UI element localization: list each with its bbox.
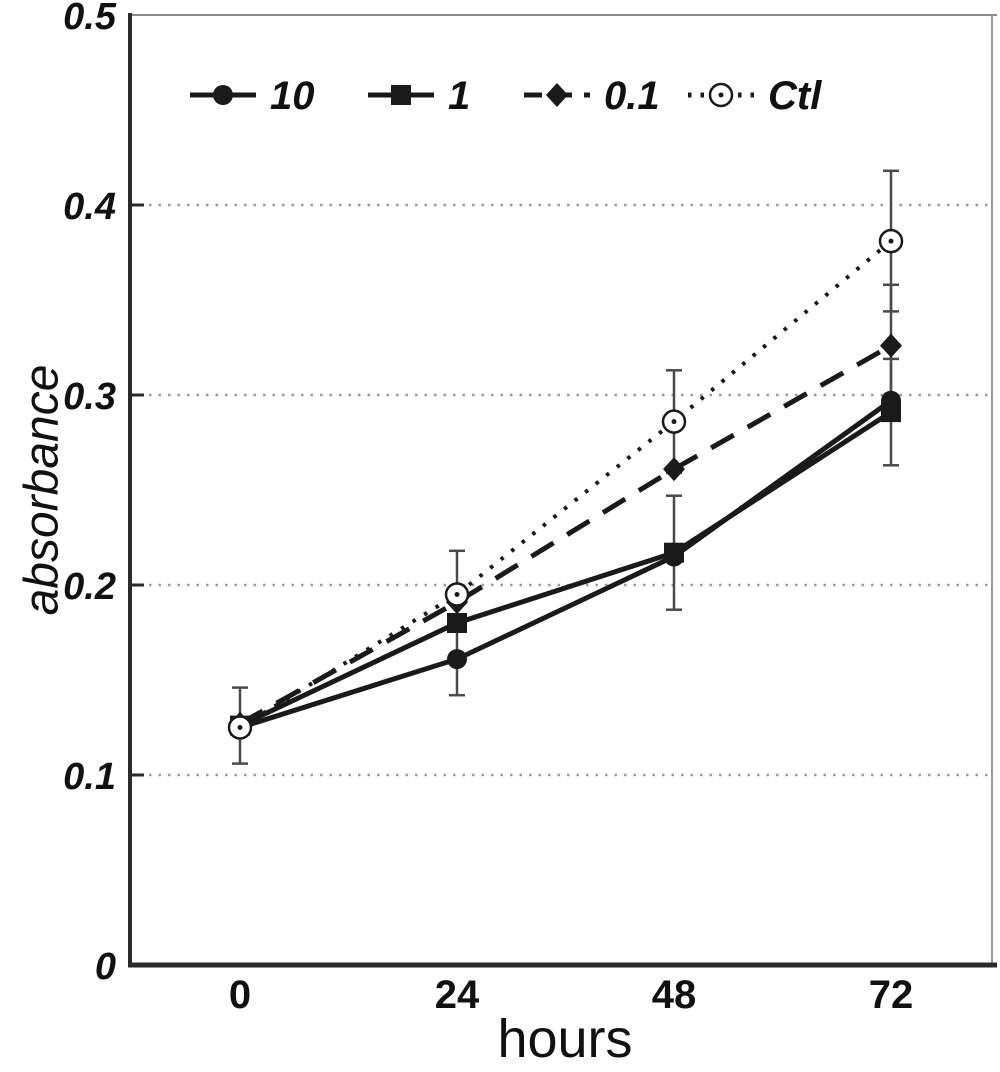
x-tick-label: 0 (229, 973, 251, 1017)
marker-Ctl-dot (888, 238, 894, 244)
legend-marker-Ctl-dot (718, 92, 724, 98)
y-tick-label: 0.1 (63, 756, 116, 798)
legend-label: Ctl (768, 74, 822, 118)
legend-marker-10 (213, 85, 233, 105)
series-line-1 (238, 410, 893, 728)
x-tick-label: 72 (869, 973, 914, 1017)
legend-marker-1 (391, 85, 411, 105)
marker-0.1 (880, 333, 902, 358)
series-line-10 (239, 398, 893, 730)
marker-1 (447, 613, 467, 633)
legend-label: 10 (270, 74, 315, 118)
x-tick-label: 24 (435, 973, 480, 1017)
marker-0.1 (663, 457, 685, 482)
series-line-Ctl (238, 239, 893, 730)
series-line-0.1 (238, 343, 893, 726)
marker-1 (881, 402, 901, 423)
y-tick-label: 0.4 (63, 186, 116, 228)
legend-label: 1 (448, 74, 470, 118)
marker-1 (664, 542, 684, 563)
marker-Ctl-dot (454, 592, 460, 597)
legend-marker-0.1 (546, 83, 568, 107)
x-tick-label: 48 (652, 973, 697, 1017)
legend-label: 0.1 (604, 74, 660, 118)
y-tick-label: 0.3 (63, 376, 116, 418)
marker-Ctl-dot (671, 419, 677, 425)
marker-10 (447, 649, 467, 670)
y-tick-label: 0.2 (63, 566, 116, 608)
y-tick-label: 0.5 (63, 0, 117, 38)
marker-Ctl-dot (237, 725, 243, 730)
y-tick-label: 0 (95, 946, 116, 988)
x-axis-title: hours (497, 1009, 633, 1069)
